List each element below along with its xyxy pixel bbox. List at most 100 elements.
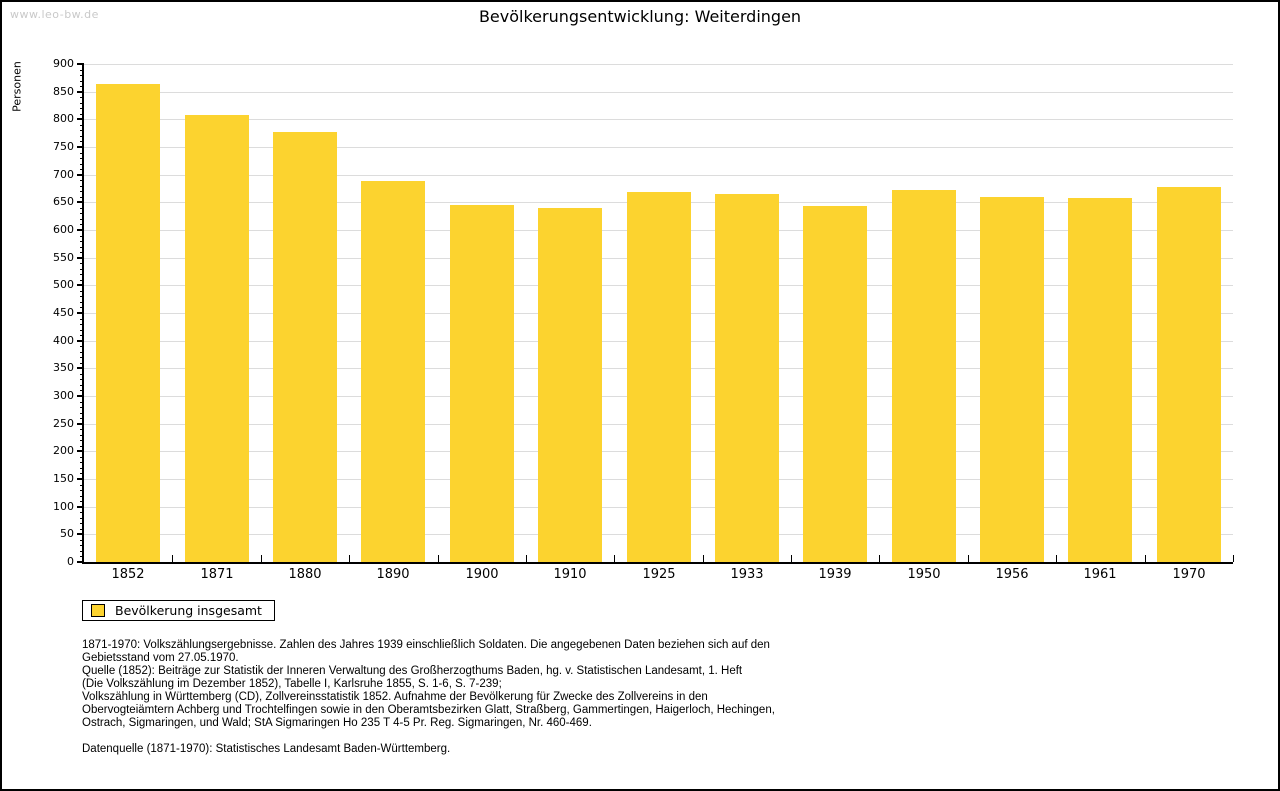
y-tick-label: 650 (53, 195, 74, 209)
y-tick-major (77, 339, 84, 342)
x-tick-label: 1933 (730, 567, 764, 582)
y-tick-label: 700 (53, 167, 74, 181)
bar (538, 208, 602, 562)
x-tick (1233, 555, 1234, 562)
legend: Bevölkerung insgesamt (82, 600, 275, 621)
footnote-line: Obervogteiämtern Achberg und Trochtelfin… (82, 704, 775, 716)
x-tick (614, 555, 615, 562)
y-tick-major (77, 201, 84, 204)
legend-swatch (91, 604, 105, 617)
x-tick (703, 555, 704, 562)
bar (361, 181, 425, 562)
bar (96, 84, 160, 562)
y-tick-major (77, 367, 84, 370)
x-tick-label: 1956 (995, 567, 1029, 582)
x-tick (349, 555, 350, 562)
x-tick-label: 1852 (111, 567, 145, 582)
bar (185, 115, 249, 562)
x-tick (526, 555, 527, 562)
y-tick-label: 550 (53, 250, 74, 264)
y-tick-label: 750 (53, 140, 74, 153)
y-tick-major (77, 229, 84, 231)
y-tick-major (77, 505, 84, 508)
footnote-line: Gebietsstand vom 27.05.1970. (82, 652, 239, 664)
gridline (84, 174, 1233, 176)
footnote-line: (Die Volkszählung im Dezember 1852), Tab… (82, 678, 502, 690)
y-tick-major (77, 395, 84, 397)
y-tick-major (77, 533, 84, 536)
footnote-line: Ostrach, Sigmaringen, und Wald; StA Sigm… (82, 717, 592, 729)
footnote-line: Volkszählung in Württemberg (CD), Zollve… (82, 691, 708, 703)
y-tick-major (77, 312, 84, 314)
y-tick-major (77, 63, 84, 65)
bar (273, 132, 337, 562)
y-tick-label: 450 (53, 306, 74, 319)
y-tick-label: 250 (53, 416, 74, 430)
watermark: www.leo-bw.de (10, 8, 99, 21)
chart-title: Bevölkerungsentwicklung: Weiterdingen (478, 7, 802, 26)
y-tick-major (77, 90, 84, 93)
footnotes: 1871-1970: Volkszählungsergebnisse. Zahl… (82, 639, 775, 730)
y-tick-major (77, 478, 84, 480)
gridline (84, 147, 1233, 148)
x-axis-line (82, 562, 1233, 564)
x-tick (879, 555, 880, 562)
gridline (84, 91, 1233, 93)
gridline (84, 119, 1233, 121)
x-tick (1145, 555, 1146, 562)
y-tick-major (77, 146, 84, 148)
x-tick-label: 1880 (288, 567, 322, 582)
footnote-line: 1871-1970: Volkszählungsergebnisse. Zahl… (82, 639, 770, 651)
x-tick-label: 1950 (907, 567, 941, 582)
y-tick-major (77, 422, 84, 425)
y-tick-major (77, 256, 84, 259)
bar (892, 190, 956, 562)
y-tick-label: 50 (60, 527, 74, 541)
bar (627, 192, 691, 562)
x-tick (1056, 555, 1057, 562)
x-tick-label: 1910 (553, 567, 587, 582)
x-tick (438, 555, 439, 562)
y-tick-label: 300 (53, 389, 74, 402)
y-tick-label: 400 (53, 333, 74, 347)
x-tick-label: 1939 (818, 567, 852, 582)
y-tick-label: 200 (53, 444, 74, 458)
y-tick-major (77, 173, 84, 176)
x-tick (968, 555, 969, 562)
y-tick-major (77, 284, 84, 287)
y-axis-line (82, 64, 84, 564)
y-tick-label: 800 (53, 112, 74, 126)
bar (715, 194, 779, 562)
y-tick-label: 900 (53, 57, 74, 70)
x-tick-label: 1925 (642, 567, 676, 582)
bar (1157, 187, 1221, 562)
bar (450, 205, 514, 562)
bar (980, 197, 1044, 562)
y-tick-label: 150 (53, 472, 74, 485)
x-tick-label: 1961 (1083, 567, 1117, 582)
y-tick-major (77, 561, 84, 563)
x-tick-label: 1970 (1172, 567, 1206, 582)
x-tick (261, 555, 262, 562)
footnote-line: Quelle (1852): Beiträge zur Statistik de… (82, 665, 743, 677)
y-tick-label: 350 (53, 361, 74, 375)
x-tick (172, 555, 173, 562)
data-source-line: Datenquelle (1871-1970): Statistisches L… (82, 743, 451, 755)
y-tick-label: 600 (53, 223, 74, 236)
x-tick (791, 555, 792, 562)
y-tick-label: 0 (67, 555, 74, 568)
x-tick-label: 1871 (200, 567, 234, 582)
y-tick-major (77, 118, 84, 121)
x-tick-label: 1900 (465, 567, 499, 582)
y-tick-label: 100 (53, 499, 74, 513)
bar (1068, 198, 1132, 562)
y-tick-label: 850 (53, 84, 74, 98)
bar (803, 206, 867, 562)
legend-label: Bevölkerung insgesamt (115, 603, 262, 618)
y-tick-major (77, 450, 84, 453)
y-tick-label: 500 (53, 278, 74, 292)
gridline (84, 64, 1233, 65)
x-tick-label: 1890 (376, 567, 410, 582)
